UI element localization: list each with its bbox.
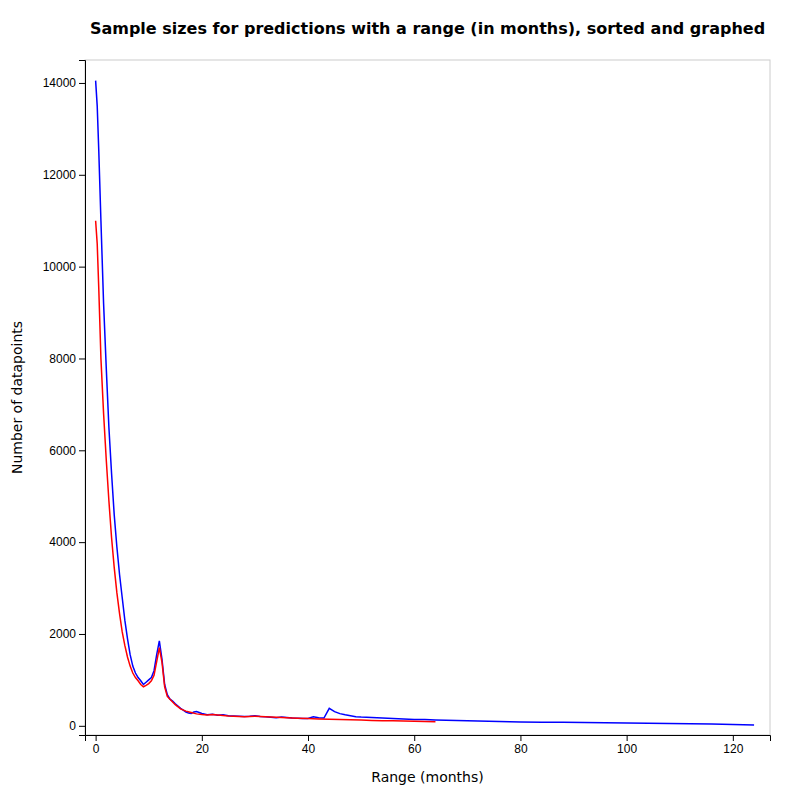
tick-mark — [733, 735, 734, 741]
tick: 12000 — [43, 168, 85, 182]
tick-mark — [79, 267, 85, 268]
tick-mark — [520, 735, 521, 741]
tick: 8000 — [49, 352, 85, 366]
tick-label: 10000 — [43, 260, 77, 274]
x-axis-title: Range (months) — [371, 769, 483, 785]
y-axis: 0 2000 4000 6000 8000 10000 12000 14000 — [43, 61, 86, 736]
tick-label: 60 — [408, 742, 422, 756]
tick-mark — [79, 358, 85, 359]
chart: 0 20 40 60 80 100 120 0 2000 4000 6000 8000 10000 120… — [0, 0, 800, 800]
tick-mark — [96, 735, 97, 741]
tick: 80 — [514, 735, 528, 756]
tick-mark — [308, 735, 309, 741]
tick-label: 8000 — [49, 352, 76, 366]
tick: 0 — [93, 735, 100, 756]
axis-line — [86, 736, 771, 742]
plot-frame — [85, 60, 770, 735]
tick: 10000 — [43, 260, 85, 274]
tick-label: 40 — [302, 742, 316, 756]
tick: 100 — [617, 735, 637, 756]
tick-label: 2000 — [49, 627, 76, 641]
tick-label: 6000 — [49, 444, 76, 458]
tick-label: 20 — [196, 742, 210, 756]
tick-label: 12000 — [43, 168, 77, 182]
tick: 120 — [723, 735, 743, 756]
tick: 40 — [302, 735, 316, 756]
tick: 20 — [196, 735, 210, 756]
tick: 4000 — [49, 535, 85, 549]
tick-label: 0 — [93, 742, 100, 756]
tick-mark — [79, 175, 85, 176]
tick: 60 — [408, 735, 422, 756]
tick-mark — [79, 450, 85, 451]
tick-label: 100 — [617, 742, 637, 756]
tick: 6000 — [49, 444, 85, 458]
tick: 0 — [69, 719, 85, 733]
tick-mark — [79, 83, 85, 84]
title: Sample sizes for predictions with a rang… — [90, 19, 765, 38]
axis-line — [79, 61, 86, 736]
plot: 0 20 40 60 80 100 120 0 2000 4000 6000 8000 10000 120… — [43, 60, 771, 756]
tick-mark — [79, 726, 85, 727]
tick-mark — [79, 542, 85, 543]
tick-label: 4000 — [49, 535, 76, 549]
lines — [96, 81, 754, 725]
tick-label: 14000 — [43, 76, 77, 90]
tick: 2000 — [49, 627, 85, 641]
tick: 14000 — [43, 76, 85, 90]
y-axis-title: Number of datapoints — [9, 321, 25, 474]
tick-mark — [627, 735, 628, 741]
tick-label: 80 — [514, 742, 528, 756]
tick-mark — [202, 735, 203, 741]
series-line — [96, 221, 436, 722]
x-axis: 0 20 40 60 80 100 120 — [86, 735, 771, 756]
tick-label: 120 — [723, 742, 743, 756]
series-line — [96, 81, 754, 725]
tick-mark — [414, 735, 415, 741]
tick-label: 0 — [69, 719, 76, 733]
tick-mark — [79, 634, 85, 635]
